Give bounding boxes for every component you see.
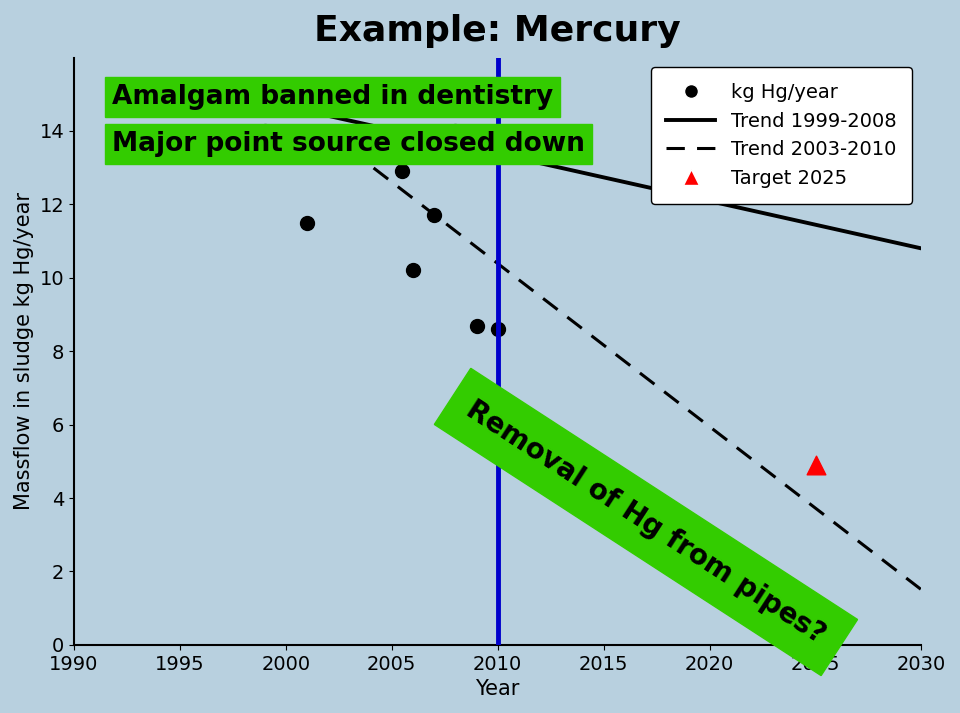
Y-axis label: Massflow in sludge kg Hg/year: Massflow in sludge kg Hg/year [13,193,34,511]
Legend: kg Hg/year, Trend 1999-2008, Trend 2003-2010, Target 2025: kg Hg/year, Trend 1999-2008, Trend 2003-… [651,67,912,203]
Text: Removal of Hg from pipes?: Removal of Hg from pipes? [461,395,830,649]
Text: Major point source closed down: Major point source closed down [112,131,585,157]
Point [395,165,410,177]
Point [257,125,273,137]
X-axis label: Year: Year [475,679,520,699]
Point [468,320,484,332]
Point [426,210,442,221]
Point [384,88,399,100]
Title: Example: Mercury: Example: Mercury [314,14,681,48]
Point [808,459,824,471]
Point [300,217,315,228]
Point [405,265,420,276]
Point [278,143,294,155]
Text: Amalgam banned in dentistry: Amalgam banned in dentistry [112,84,553,110]
Point [447,125,463,137]
Point [490,324,505,335]
